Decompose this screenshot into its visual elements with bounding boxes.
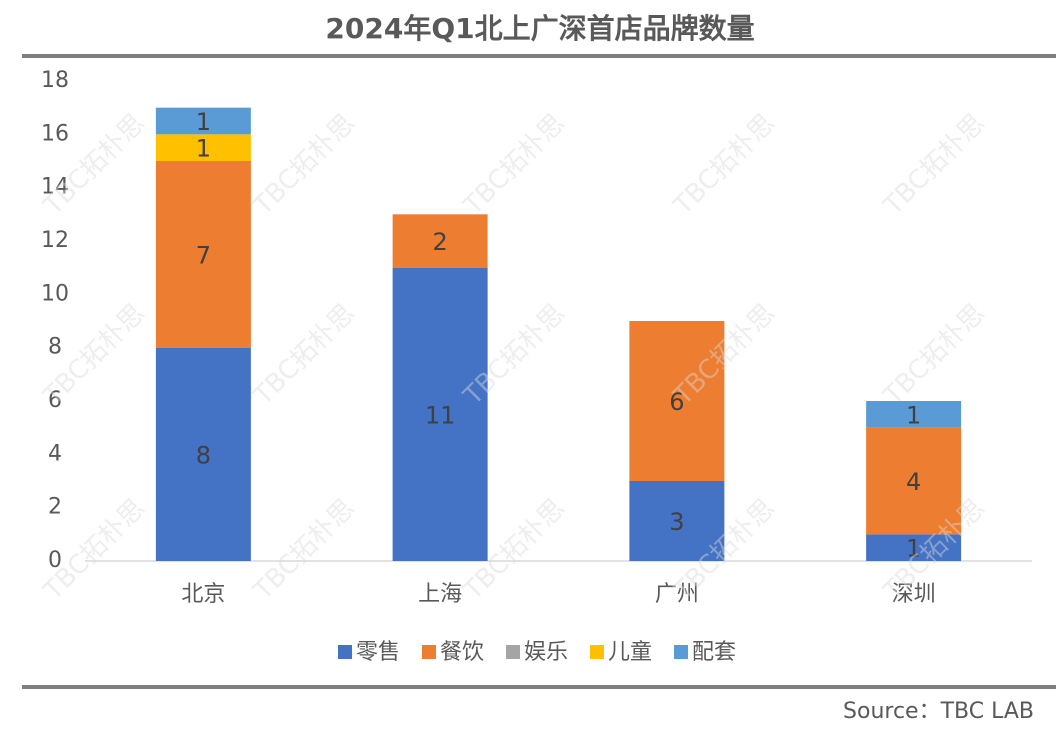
chart-title: 2024年Q1北上广深首店品牌数量 xyxy=(325,12,754,45)
watermark: TBC拓朴思 xyxy=(878,298,991,411)
legend-label: 零售 xyxy=(356,640,400,665)
y-tick-label: 10 xyxy=(41,281,69,306)
y-tick-label: 6 xyxy=(48,388,62,413)
data-label: 3 xyxy=(669,508,684,536)
y-tick-label: 18 xyxy=(41,68,69,93)
legend-label: 儿童 xyxy=(608,640,652,665)
source: Source：TBC LAB xyxy=(843,699,1034,724)
watermark: TBC拓朴思 xyxy=(248,298,361,411)
legend-swatch xyxy=(590,645,604,659)
bar-segment xyxy=(629,481,725,561)
data-label: 6 xyxy=(669,388,684,416)
legend-swatch xyxy=(338,645,352,659)
watermark: TBC拓朴思 xyxy=(458,108,571,221)
y-tick-label: 8 xyxy=(48,335,62,360)
data-label: 2 xyxy=(432,228,447,256)
bar-segment xyxy=(392,267,488,561)
bar-segment xyxy=(866,401,962,428)
data-label: 4 xyxy=(906,468,921,496)
data-label: 1 xyxy=(196,135,211,163)
legend-swatch xyxy=(422,645,436,659)
bar-segment xyxy=(866,427,962,535)
data-label: 1 xyxy=(906,401,921,429)
watermark: TBC拓朴思 xyxy=(668,108,781,221)
watermark: TBC拓朴思 xyxy=(878,108,991,221)
bar-segment xyxy=(629,321,725,481)
y-tick-label: 14 xyxy=(41,175,69,200)
bar-segment xyxy=(155,161,251,348)
bar-segment xyxy=(155,107,251,135)
x-tick-label: 广州 xyxy=(655,582,699,607)
y-tick-label: 16 xyxy=(41,121,69,146)
legend-swatch xyxy=(674,645,688,659)
bar-segment xyxy=(392,214,488,268)
y-tick-label: 0 xyxy=(48,548,62,573)
watermark: TBC拓朴思 xyxy=(248,108,361,221)
legend-swatch xyxy=(506,645,520,659)
data-label: 8 xyxy=(196,441,211,469)
legend-label: 餐饮 xyxy=(440,640,484,665)
x-tick-label: 北京 xyxy=(181,582,225,607)
legend-label: 娱乐 xyxy=(524,640,568,665)
x-tick-label: 深圳 xyxy=(892,582,936,607)
y-tick-label: 12 xyxy=(41,228,69,253)
bar-segment xyxy=(155,347,251,561)
data-label: 7 xyxy=(196,241,211,269)
x-tick-label: 上海 xyxy=(418,582,462,607)
data-label: 11 xyxy=(425,401,456,429)
y-tick-label: 2 xyxy=(48,495,62,520)
bar-segment xyxy=(866,534,962,561)
legend-label: 配套 xyxy=(692,640,736,665)
y-tick-label: 4 xyxy=(48,441,62,466)
data-label: 1 xyxy=(196,108,211,136)
watermark: TBC拓朴思 xyxy=(248,493,361,606)
data-label: 1 xyxy=(906,535,921,563)
bar-segment xyxy=(155,134,251,161)
